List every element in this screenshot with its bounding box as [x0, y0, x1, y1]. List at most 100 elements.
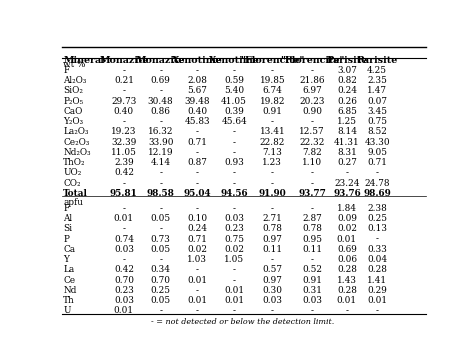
Text: 0.01: 0.01	[114, 307, 134, 316]
Text: 0.59: 0.59	[224, 76, 244, 85]
Text: -: -	[271, 179, 274, 188]
Text: 0.33: 0.33	[367, 245, 387, 254]
Text: -: -	[122, 179, 126, 188]
Text: -: -	[233, 276, 236, 285]
Text: ThO₂: ThO₂	[64, 158, 86, 167]
Text: 2.35: 2.35	[367, 76, 387, 85]
Text: -: -	[310, 307, 313, 316]
Text: 0.40: 0.40	[187, 107, 208, 116]
Text: SiO₂: SiO₂	[64, 86, 83, 95]
Text: 21.86: 21.86	[299, 76, 325, 85]
Text: P: P	[64, 235, 69, 244]
Text: 0.05: 0.05	[151, 296, 171, 305]
Text: Xenotime: Xenotime	[209, 56, 259, 65]
Text: -: -	[271, 169, 274, 177]
Text: -: -	[196, 127, 199, 136]
Text: 0.97: 0.97	[263, 276, 282, 285]
Text: 0.01: 0.01	[187, 276, 208, 285]
Text: -: -	[233, 307, 236, 316]
Text: 0.42: 0.42	[114, 265, 134, 274]
Text: 0.03: 0.03	[262, 296, 283, 305]
Text: -: -	[310, 169, 313, 177]
Text: 0.28: 0.28	[337, 265, 357, 274]
Text: 0.03: 0.03	[224, 214, 244, 223]
Text: 94.56: 94.56	[220, 189, 248, 198]
Text: -: -	[196, 307, 199, 316]
Text: 9.05: 9.05	[367, 148, 387, 157]
Text: 20.23: 20.23	[299, 97, 325, 106]
Text: 19.85: 19.85	[259, 76, 285, 85]
Text: Mineral: Mineral	[64, 56, 105, 65]
Text: U: U	[64, 307, 71, 316]
Text: 2.08: 2.08	[187, 76, 207, 85]
Text: UO₂: UO₂	[64, 169, 82, 177]
Text: Xenotime: Xenotime	[172, 56, 223, 65]
Text: -: -	[159, 255, 162, 264]
Text: 0.28: 0.28	[337, 286, 357, 295]
Text: 8.52: 8.52	[367, 127, 387, 136]
Text: 13.41: 13.41	[259, 127, 285, 136]
Text: -: -	[159, 117, 162, 126]
Text: 1.10: 1.10	[302, 158, 322, 167]
Text: 0.29: 0.29	[367, 286, 387, 295]
Text: 4.14: 4.14	[151, 158, 171, 167]
Text: -: -	[122, 204, 126, 213]
Text: 19.82: 19.82	[260, 97, 285, 106]
Text: 0.06: 0.06	[337, 255, 357, 264]
Text: -: -	[346, 307, 348, 316]
Text: 0.70: 0.70	[151, 276, 171, 285]
Text: Y₂O₃: Y₂O₃	[64, 117, 83, 126]
Text: 93.77: 93.77	[298, 189, 326, 198]
Text: 0.69: 0.69	[337, 245, 357, 254]
Text: 98.69: 98.69	[363, 189, 391, 198]
Text: F: F	[64, 66, 69, 75]
Text: "Florencite": "Florencite"	[240, 56, 304, 65]
Text: 0.10: 0.10	[187, 214, 208, 223]
Text: 0.09: 0.09	[337, 214, 357, 223]
Text: 0.01: 0.01	[337, 296, 357, 305]
Text: -: -	[233, 169, 236, 177]
Text: 0.01: 0.01	[224, 286, 244, 295]
Text: -: -	[271, 307, 274, 316]
Text: -: -	[310, 117, 313, 126]
Text: 33.90: 33.90	[148, 138, 173, 147]
Text: - = not detected or below the detection limit.: - = not detected or below the detection …	[151, 318, 335, 326]
Text: Nd: Nd	[64, 286, 77, 295]
Text: 0.11: 0.11	[262, 245, 283, 254]
Text: 0.75: 0.75	[224, 235, 244, 244]
Text: Th: Th	[64, 296, 75, 305]
Text: 0.39: 0.39	[224, 107, 244, 116]
Text: 0.01: 0.01	[337, 235, 357, 244]
Text: F: F	[64, 204, 69, 213]
Text: -: -	[233, 127, 236, 136]
Text: 0.82: 0.82	[337, 76, 357, 85]
Text: -: -	[233, 66, 236, 75]
Text: Parisite: Parisite	[356, 56, 398, 65]
Text: 0.52: 0.52	[302, 265, 322, 274]
Text: 0.86: 0.86	[151, 107, 171, 116]
Text: 0.75: 0.75	[367, 117, 387, 126]
Text: 0.71: 0.71	[187, 235, 207, 244]
Text: -: -	[196, 148, 199, 157]
Text: 1.05: 1.05	[224, 255, 244, 264]
Text: Total: Total	[64, 189, 88, 198]
Text: 3.07: 3.07	[337, 66, 357, 75]
Text: 0.01: 0.01	[367, 296, 387, 305]
Text: 0.05: 0.05	[151, 214, 171, 223]
Text: 2.87: 2.87	[302, 214, 322, 223]
Text: 0.01: 0.01	[114, 214, 134, 223]
Text: Ca: Ca	[64, 245, 75, 254]
Text: 11.05: 11.05	[111, 148, 137, 157]
Text: -: -	[375, 169, 379, 177]
Text: 7.82: 7.82	[302, 148, 322, 157]
Text: -: -	[159, 204, 162, 213]
Text: P₂O₅: P₂O₅	[64, 97, 83, 106]
Text: 0.27: 0.27	[337, 158, 357, 167]
Text: 4.25: 4.25	[367, 66, 387, 75]
Text: -: -	[159, 307, 162, 316]
Text: -: -	[271, 117, 274, 126]
Text: 0.95: 0.95	[302, 235, 322, 244]
Text: -: -	[375, 307, 379, 316]
Text: 0.02: 0.02	[224, 245, 244, 254]
Text: 95.81: 95.81	[110, 189, 138, 198]
